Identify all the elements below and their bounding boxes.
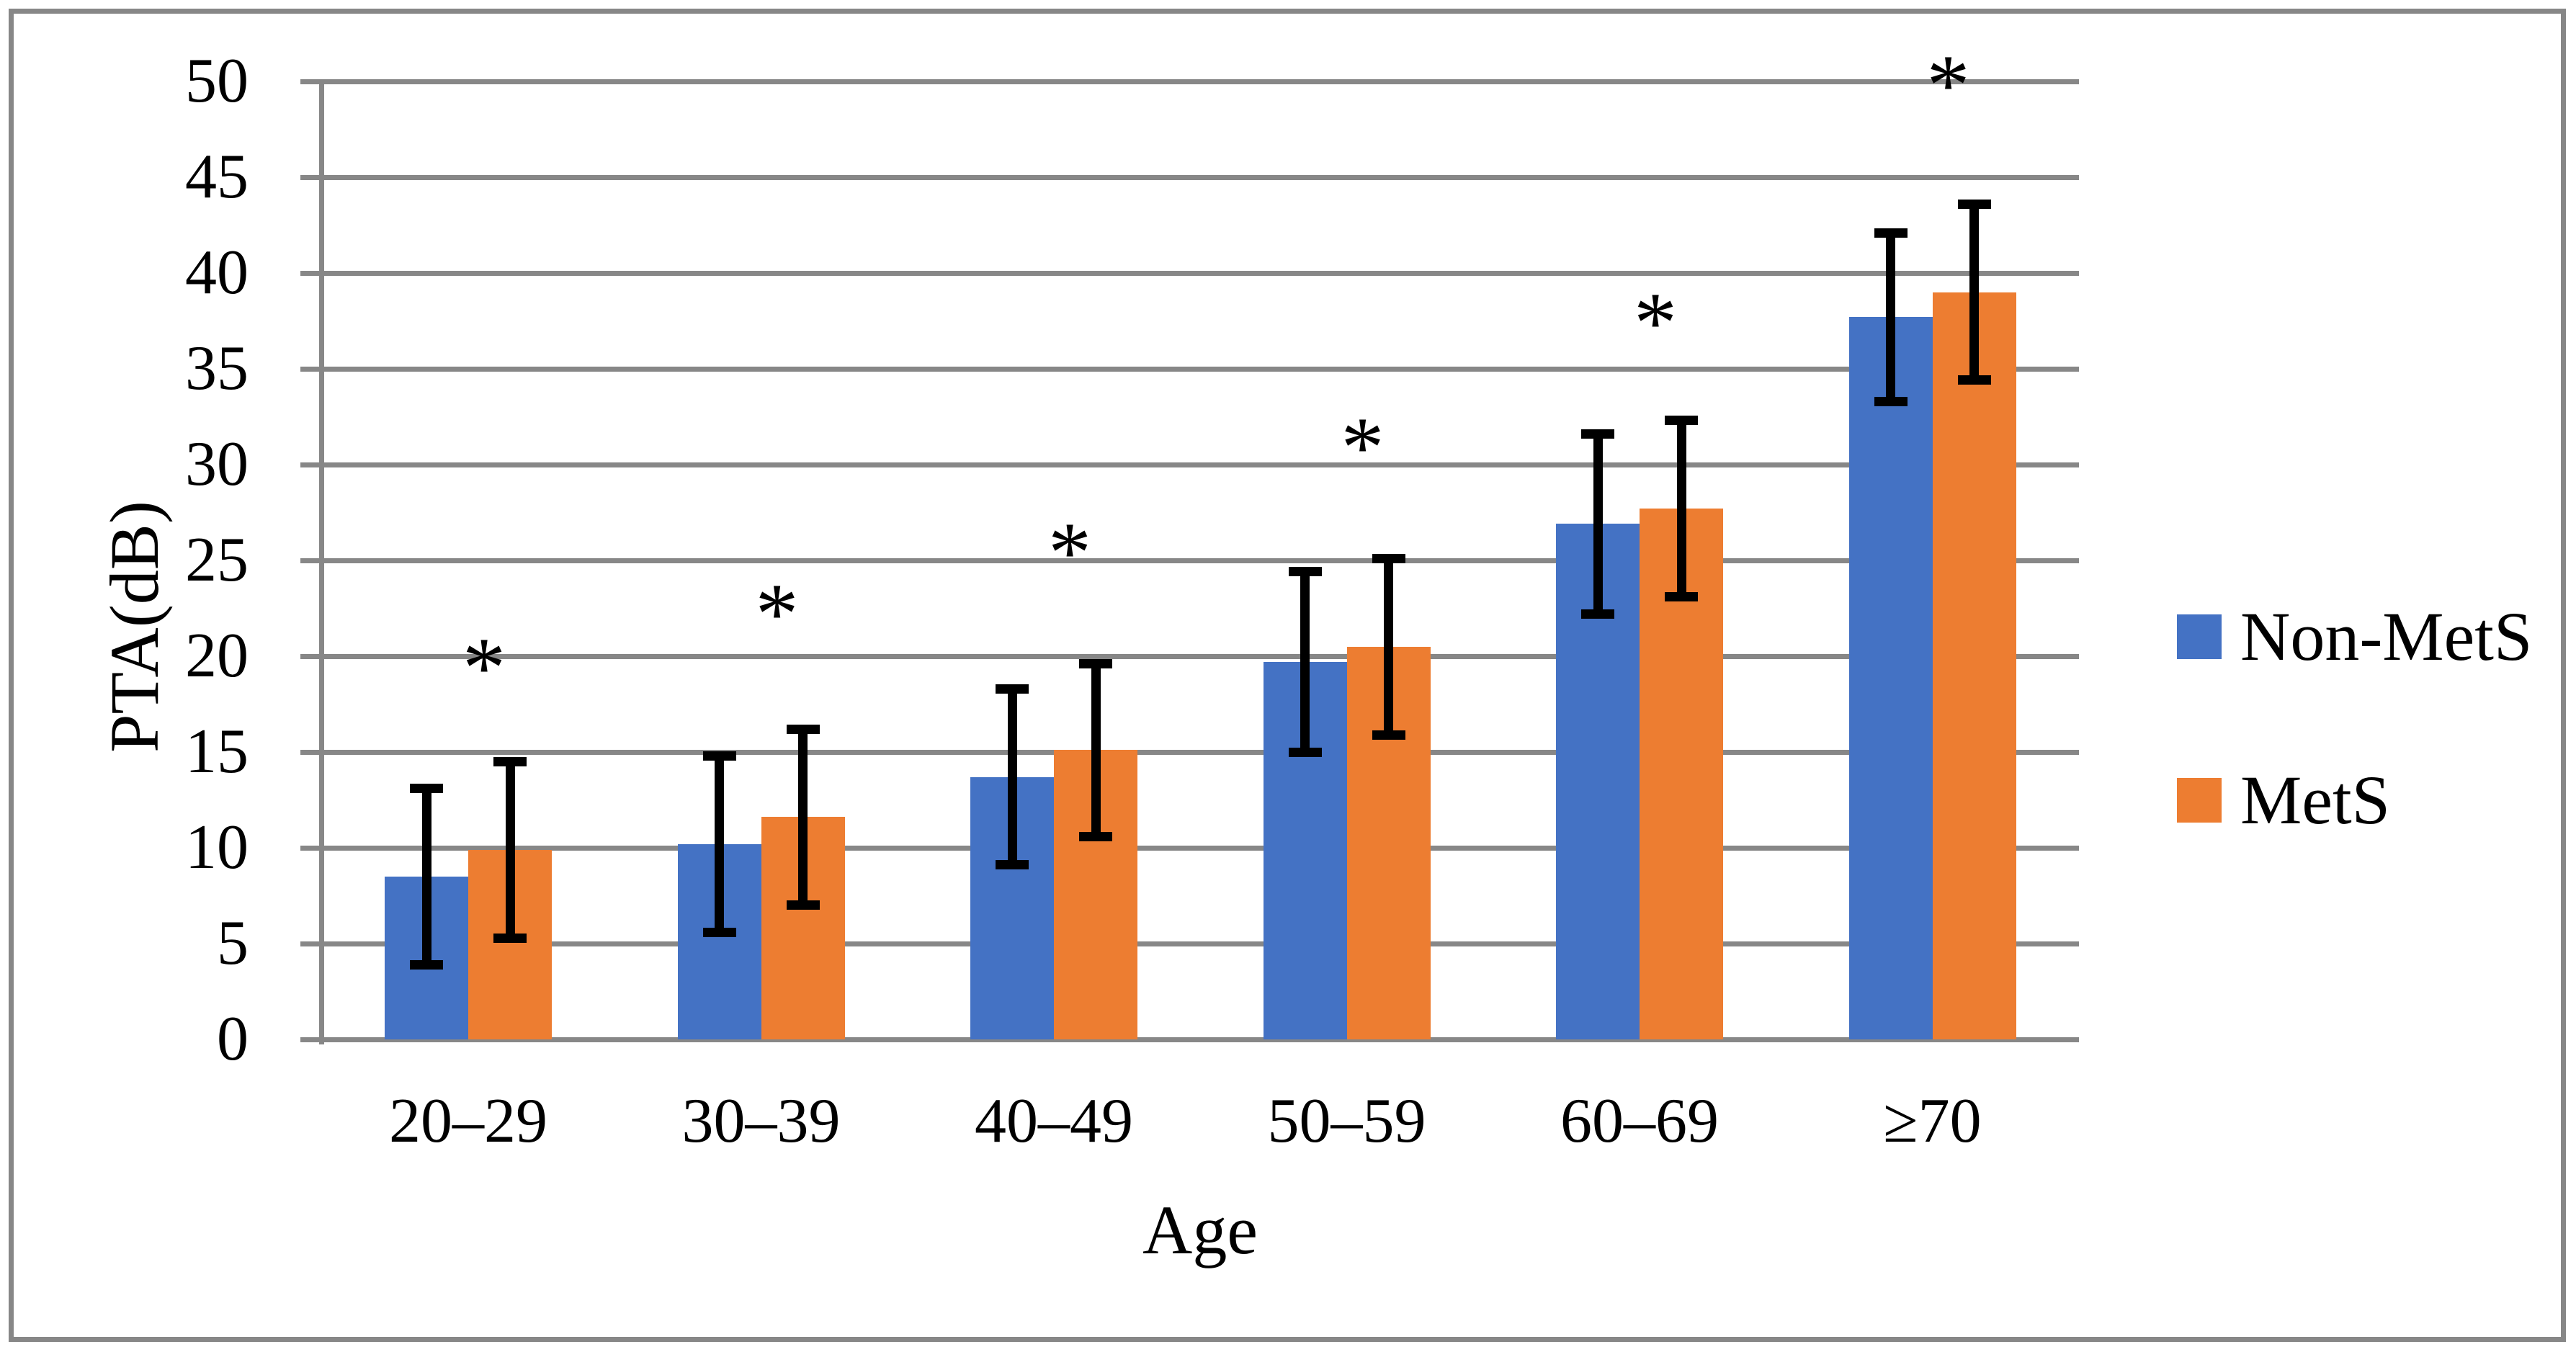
x-axis-title: Age [1142, 1191, 1258, 1268]
error-bar-cap-top [1874, 228, 1908, 238]
gridline-y-15 [322, 750, 2079, 755]
error-bar-whisker [1384, 558, 1393, 735]
y-tick-label: 40 [185, 238, 249, 308]
gridline-y-45 [322, 175, 2079, 180]
significance-asterisk-1: * [755, 565, 799, 662]
error-bar-cap-top [1665, 416, 1698, 426]
bar-non-mets-5 [1848, 317, 1933, 1039]
error-bar-whisker [1091, 663, 1101, 837]
gridline-y-35 [322, 367, 2079, 372]
significance-asterisk-0: * [462, 619, 506, 715]
y-axis-tick-25 [300, 558, 320, 563]
legend-swatch [2177, 778, 2222, 823]
error-bar-whisker [798, 729, 808, 905]
error-bar-cap-top [1581, 429, 1614, 439]
y-axis-tick-50 [300, 79, 320, 84]
y-tick-label: 45 [185, 142, 249, 212]
error-bar-cap-bottom [1957, 375, 1991, 385]
error-bar-cap-top [1957, 199, 1991, 209]
error-bar-whisker [1593, 434, 1603, 614]
error-bar-cap-top [493, 756, 527, 766]
y-tick-label: 30 [185, 429, 249, 499]
error-bar-whisker [1969, 204, 1979, 380]
legend: Non-MetS MetS [2177, 601, 2532, 928]
error-bar-cap-bottom [1665, 592, 1698, 602]
y-tick-label: 25 [185, 525, 249, 595]
figure-border [9, 9, 2566, 1342]
error-bar-whisker [1300, 571, 1310, 752]
error-bar-cap-bottom [1288, 747, 1322, 757]
y-tick-label: 10 [185, 812, 249, 882]
y-tick-label: 15 [185, 717, 249, 787]
plot-area [322, 79, 2079, 1042]
y-axis-tick-35 [300, 367, 320, 372]
y-tick-label: 0 [217, 1004, 249, 1074]
error-bar-cap-bottom [493, 933, 527, 943]
gridline-y-0 [322, 1037, 2079, 1042]
error-bar-whisker [505, 761, 515, 939]
error-bar-cap-top [1079, 659, 1112, 669]
gridline-y-40 [322, 271, 2079, 276]
error-bar-cap-bottom [1372, 730, 1405, 740]
gridline-y-10 [322, 846, 2079, 851]
error-bar-cap-top [786, 724, 820, 734]
bar-mets-5 [1932, 292, 2016, 1039]
y-axis-tick-40 [300, 271, 320, 276]
legend-label: MetS [2240, 761, 2391, 838]
y-tick-label: 35 [185, 333, 249, 403]
error-bar-whisker [1886, 233, 1895, 402]
y-axis-tick-20 [300, 654, 320, 659]
error-bar-cap-bottom [1581, 609, 1614, 619]
y-tick-label: 5 [217, 908, 249, 978]
error-bar-cap-bottom [410, 959, 443, 970]
significance-asterisk-3: * [1341, 399, 1385, 496]
y-axis-tick-0 [300, 1037, 320, 1042]
x-tick-label: 30–39 [681, 1086, 841, 1156]
x-tick-label: ≥70 [1883, 1086, 1982, 1156]
gridline-y-50 [322, 79, 2079, 84]
error-bar-whisker [1676, 420, 1686, 597]
legend-item-mets: MetS [2177, 764, 2532, 836]
error-bar-cap-bottom [1874, 396, 1908, 406]
error-bar-cap-top [702, 751, 736, 761]
y-axis-tick-10 [300, 846, 320, 851]
error-bar-whisker [715, 756, 724, 933]
y-axis-tick-5 [300, 941, 320, 946]
x-tick-label: 60–69 [1560, 1086, 1719, 1156]
error-bar-whisker [421, 788, 431, 965]
error-bar-cap-bottom [702, 927, 736, 937]
y-axis-tick-15 [300, 750, 320, 755]
significance-asterisk-5: * [1926, 37, 1970, 133]
x-tick-label: 50–59 [1267, 1086, 1426, 1156]
significance-asterisk-4: * [1634, 274, 1677, 371]
error-bar-cap-top [1288, 567, 1322, 577]
error-bar-cap-bottom [786, 900, 820, 910]
error-bar-cap-top [996, 684, 1029, 694]
gridline-y-30 [322, 462, 2079, 467]
y-axis-tick-45 [300, 175, 320, 180]
legend-swatch [2177, 614, 2222, 659]
y-axis-tick-30 [300, 462, 320, 467]
x-tick-label: 40–49 [975, 1086, 1133, 1156]
legend-item-non-mets: Non-MetS [2177, 601, 2532, 673]
gridline-y-20 [322, 654, 2079, 659]
y-tick-label: 50 [185, 46, 249, 116]
y-tick-label: 20 [185, 621, 249, 691]
error-bar-cap-top [1372, 553, 1405, 563]
y-axis-line [319, 79, 324, 1044]
error-bar-cap-top [410, 784, 443, 794]
error-bar-whisker [1007, 689, 1017, 865]
gridline-y-25 [322, 558, 2079, 563]
error-bar-cap-bottom [996, 860, 1029, 870]
legend-label: Non-MetS [2240, 598, 2533, 675]
gridline-y-5 [322, 941, 2079, 946]
error-bar-cap-bottom [1079, 831, 1112, 841]
x-tick-label: 20–29 [389, 1086, 547, 1156]
significance-asterisk-2: * [1048, 504, 1091, 601]
